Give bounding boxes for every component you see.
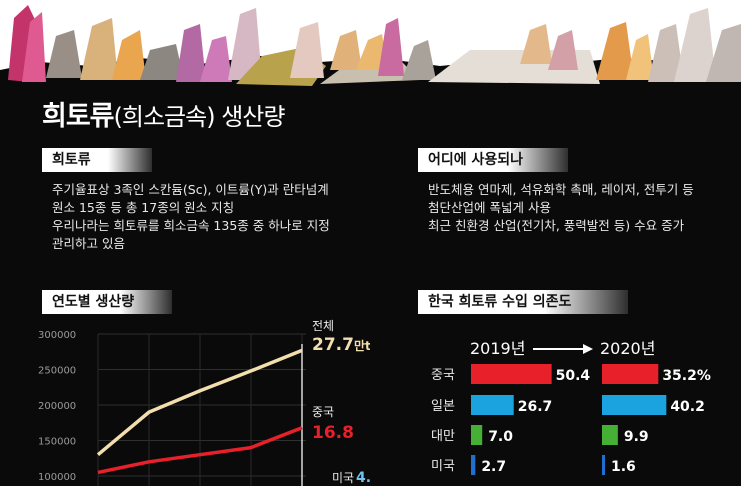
y-tick-label: 150000 xyxy=(38,437,76,448)
bar-value-label: 50.4 xyxy=(556,368,591,384)
series-name-label: 중국 xyxy=(312,405,334,419)
crystal-icon xyxy=(626,34,654,80)
y-tick-label: 300000 xyxy=(38,330,76,341)
series-name-label: 미국 xyxy=(332,471,354,485)
usage-description: 반도체용 연마제, 석유화학 촉매, 레이저, 전투기 등 첨단산업에 폭넓게 … xyxy=(428,181,694,235)
series-line-전체 xyxy=(96,348,303,457)
crystal-icon xyxy=(228,8,262,80)
category-label: 중국 xyxy=(431,368,455,383)
usage-line: 최근 친환경 산업(전기차, 풍력발전 등) 수요 증가 xyxy=(428,218,685,233)
bar-value-label: 9.9 xyxy=(624,429,649,445)
series-value-label: 16.8 xyxy=(312,423,354,443)
bar-2020년-일본 xyxy=(602,395,667,415)
bar-value-label: 2.7 xyxy=(481,459,506,475)
series-line-중국 xyxy=(97,426,303,475)
crystal-icon xyxy=(330,30,362,70)
unit-label: 만t xyxy=(354,338,370,353)
description-line: 관리하고 있음 xyxy=(52,236,125,251)
category-label: 미국 xyxy=(431,459,455,474)
series-value-label: 4.3 xyxy=(356,470,370,486)
description-line: 우리나라는 희토류를 희소금속 135종 중 하나로 지정 xyxy=(52,218,330,233)
bar-2019년-대만 xyxy=(471,425,483,445)
bar-2020년-중국 xyxy=(602,364,659,384)
crystal-icon xyxy=(648,24,684,82)
rock-icon xyxy=(46,30,82,78)
category-label: 일본 xyxy=(431,399,455,414)
bar-value-label: 26.7 xyxy=(518,399,553,415)
description-line: 주기율표상 3족인 스칸듐(Sc), 이트륨(Y)과 란타넘계 xyxy=(52,182,329,197)
production-line-chart: 300000 250000 200000 150000 100000 전체 27.7만t 중국… xyxy=(38,319,370,486)
rock-icon xyxy=(402,40,436,80)
bar-2020년-미국 xyxy=(602,455,605,475)
bar-value-label: 40.2 xyxy=(670,399,705,415)
bar-2019년-미국 xyxy=(471,455,476,475)
crystal-icon xyxy=(520,24,552,64)
section-heading-usage: 어디에 사용되나 xyxy=(418,148,568,172)
bar-2019년-중국 xyxy=(471,364,552,384)
arrow-right-icon xyxy=(583,344,593,354)
y-tick-label: 250000 xyxy=(38,366,76,377)
year-label-2020: 2020년 xyxy=(600,339,655,358)
bar-value-label: 7.0 xyxy=(488,429,513,445)
crystal-icon xyxy=(596,22,634,80)
bar-value-label: 35.2% xyxy=(662,368,711,384)
crystal-icon xyxy=(290,22,324,78)
usage-line: 첨단산업에 폭넓게 사용 xyxy=(428,200,551,215)
crystal-icon xyxy=(80,18,118,80)
bar-2020년-대만 xyxy=(602,425,618,445)
crystal-icon xyxy=(112,30,146,80)
usage-line: 반도체용 연마제, 석유화학 촉매, 레이저, 전투기 등 xyxy=(428,182,694,197)
crystal-icon xyxy=(548,30,578,70)
crystal-icon xyxy=(176,24,206,82)
crystal-icon xyxy=(674,8,716,82)
crystal-icon xyxy=(200,36,232,82)
description-line: 원소 15종 등 총 17종의 원소 지칭 xyxy=(52,200,235,215)
y-tick-label: 100000 xyxy=(38,472,76,483)
section-heading-rare-earth: 희토류 xyxy=(42,148,152,172)
series-name-label: 전체 xyxy=(312,319,334,333)
crystal-icon xyxy=(378,18,404,76)
rare-earth-description: 주기율표상 3족인 스칸듐(Sc), 이트륨(Y)과 란타넘계 원소 15종 등… xyxy=(52,181,330,253)
bar-value-label: 1.6 xyxy=(611,459,636,475)
year-label-2019: 2019년 xyxy=(470,339,525,358)
crystal-icon xyxy=(22,12,46,82)
crystal-icon xyxy=(356,34,388,70)
crystal-icon xyxy=(706,24,741,82)
crystal-banner xyxy=(0,0,741,92)
series-value-label: 27.7만t xyxy=(312,335,370,355)
title-main: 희토류 xyxy=(42,101,115,132)
rock-icon xyxy=(140,44,184,80)
title-sub: (희소금속) 생산량 xyxy=(113,103,286,131)
bar-2019년-일본 xyxy=(471,395,514,415)
y-tick-label: 200000 xyxy=(38,401,76,412)
page-title: 희토류(희소금속) 생산량 xyxy=(42,94,286,133)
bar-chart-title: 한국 희토류 수입 의존도 xyxy=(418,290,628,314)
line-chart-title: 연도별 생산량 xyxy=(42,290,172,314)
category-label: 대만 xyxy=(431,429,455,444)
